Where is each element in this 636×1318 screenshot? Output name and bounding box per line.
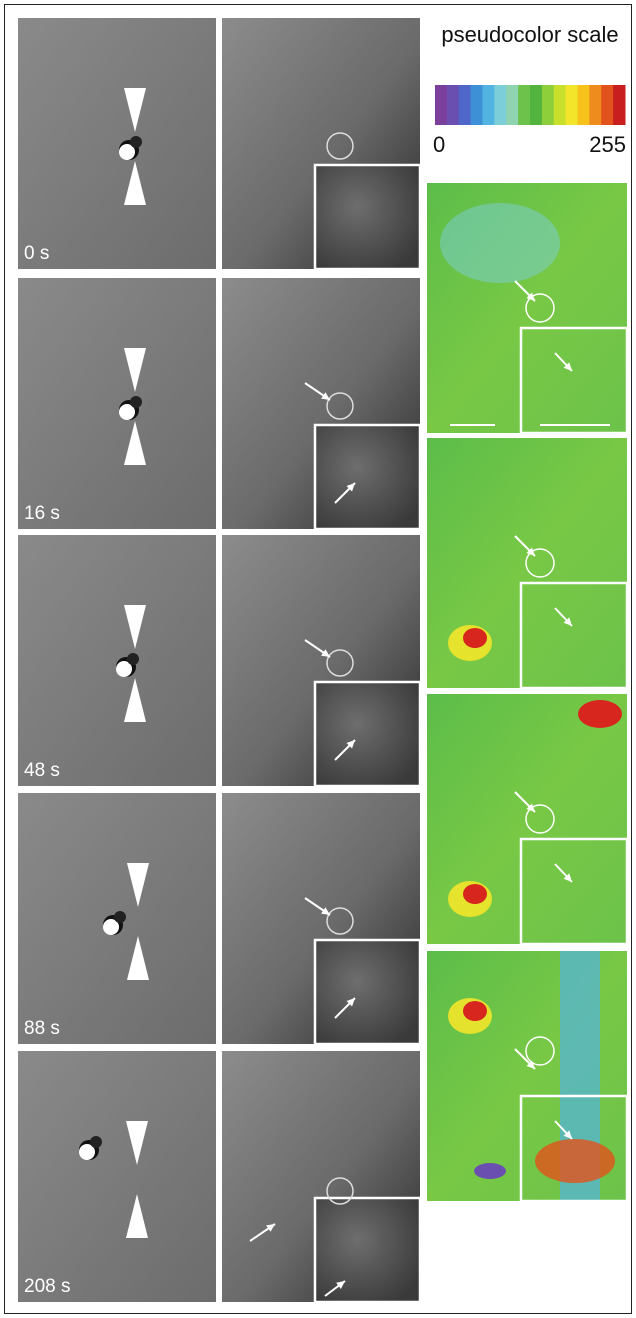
bead — [130, 396, 142, 408]
inset — [315, 425, 420, 529]
dic-image — [18, 18, 216, 269]
colorbar-block — [542, 85, 554, 125]
time-label: 0 s — [24, 243, 49, 264]
time-label: 16 s — [24, 503, 60, 524]
time-label: 48 s — [24, 760, 60, 781]
colorbar-block — [613, 85, 625, 125]
colorbar-block — [471, 85, 483, 125]
inset — [315, 682, 420, 786]
blob — [578, 700, 622, 728]
colorbar-block — [601, 85, 613, 125]
colorbar-block — [566, 85, 578, 125]
bead — [90, 1136, 102, 1148]
figure-canvas: a b 0 255 0 s16 s48 s88 s208 s — [0, 0, 636, 1318]
colorbar-block — [435, 85, 447, 125]
blob — [463, 628, 487, 648]
colorbar-block — [447, 85, 459, 125]
colorbar-block — [459, 85, 471, 125]
bead — [127, 653, 139, 665]
dic-image — [18, 278, 216, 529]
bead — [114, 911, 126, 923]
colorbar-min: 0 — [433, 132, 445, 157]
colorbar-block — [578, 85, 590, 125]
blob — [463, 884, 487, 904]
colorbar-title: pseudocolor scale — [430, 22, 630, 48]
inset — [315, 1198, 420, 1302]
colorbar-block — [554, 85, 566, 125]
inset — [315, 940, 420, 1044]
time-label: 88 s — [24, 1018, 60, 1039]
blob — [535, 1139, 615, 1183]
dic-image — [18, 535, 216, 786]
bead — [130, 136, 142, 148]
colorbar — [435, 85, 626, 125]
colorbar-block — [589, 85, 601, 125]
blob — [463, 1001, 487, 1021]
figure: a b 0 255 0 s16 s48 s88 s208 s pseudocol… — [0, 0, 636, 1318]
blob — [474, 1163, 506, 1179]
colorbar-block — [483, 85, 495, 125]
time-label: 208 s — [24, 1276, 70, 1297]
blob — [440, 203, 560, 283]
colorbar-block — [518, 85, 530, 125]
colorbar-max: 255 — [589, 132, 626, 157]
colorbar-block — [494, 85, 506, 125]
colorbar-block — [506, 85, 518, 125]
colorbar-block — [530, 85, 542, 125]
inset — [315, 165, 420, 269]
dic-image — [18, 1051, 216, 1302]
